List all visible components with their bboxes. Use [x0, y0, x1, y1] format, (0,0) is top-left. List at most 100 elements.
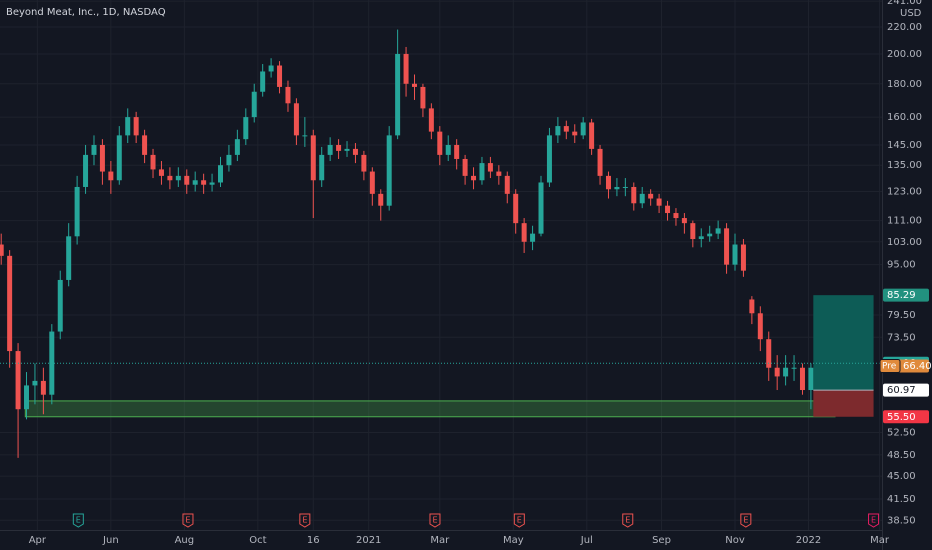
candle-body [715, 228, 721, 234]
candle-body [648, 193, 654, 199]
y-tick-label: 103.00 [887, 237, 922, 248]
candle-body [479, 163, 485, 181]
candle-body [563, 126, 569, 132]
earnings-marker: E [299, 513, 311, 528]
y-tick-label: 220.00 [887, 22, 922, 33]
earnings-label: E [185, 516, 190, 525]
premarket-tag-bg [879, 359, 901, 374]
candle-body [504, 175, 510, 194]
candle-body [411, 83, 417, 87]
candle-body [783, 367, 789, 377]
candle-body [108, 171, 114, 181]
candle-body [361, 154, 367, 172]
y-tick-label: 241.00 [887, 0, 922, 7]
premarket-tag: Pre [882, 362, 897, 372]
currency-label: USD [900, 8, 922, 19]
x-tick-label: Aug [175, 535, 195, 546]
earnings-marker: E [513, 513, 525, 528]
candle-body [766, 339, 772, 368]
candle-body [99, 144, 105, 172]
y-tick-label: 123.00 [887, 187, 922, 198]
chart-title: Beyond Meat, Inc., 1D, NASDAQ [6, 7, 166, 18]
candle-body [403, 53, 409, 84]
candle-body [40, 380, 46, 395]
candle-body [344, 148, 350, 151]
y-tick-label: 48.50 [887, 450, 916, 461]
earnings-icon [868, 513, 880, 528]
candle-body [724, 228, 730, 265]
earnings-label: E [743, 516, 748, 525]
earnings-icon [429, 513, 441, 528]
x-tick-label: Oct [249, 535, 266, 546]
candle-body [420, 86, 426, 109]
candle-body [226, 154, 232, 166]
candle-body [125, 117, 131, 136]
candle-body [243, 117, 249, 140]
candle-body [656, 198, 662, 206]
candle-body [192, 180, 198, 185]
y-tick-label: 79.50 [887, 310, 916, 321]
x-tick-label: May [503, 535, 524, 546]
profit-area [813, 295, 874, 391]
candle-body [310, 135, 316, 181]
candle-body [665, 205, 671, 214]
candle-body [336, 144, 342, 151]
entry-label-bg [883, 383, 929, 397]
x-tick-label: Nov [725, 535, 745, 546]
y-tick-label: 41.50 [887, 494, 916, 505]
candle-body [631, 186, 637, 204]
earnings-marker: E [429, 513, 441, 528]
x-tick-label: 2022 [796, 535, 821, 546]
candle-body [808, 367, 814, 391]
entry-label: 60.97 [887, 385, 916, 396]
earnings-label: E [517, 516, 522, 525]
earnings-label: E [302, 516, 307, 525]
y-tick-label: 145.00 [887, 140, 922, 151]
candle-body [251, 91, 257, 118]
y-tick-label: 200.00 [887, 49, 922, 60]
y-tick-label: 73.50 [887, 332, 916, 343]
candle-body [24, 385, 30, 410]
y-tick-label: 95.00 [887, 260, 916, 271]
candle-body [521, 223, 527, 242]
candle-body [639, 193, 645, 204]
candles [0, 29, 814, 458]
earnings-label: E [625, 516, 630, 525]
candle-body [749, 299, 755, 314]
candle-body [681, 218, 687, 224]
x-tick-label: 2021 [356, 535, 381, 546]
candle-body [57, 279, 63, 332]
candle-body [538, 182, 544, 234]
y-tick-label: 160.00 [887, 112, 922, 123]
stop-label: 55.50 [887, 412, 916, 423]
x-tick-label: Sep [652, 535, 671, 546]
candle-body [167, 175, 173, 181]
candle-body [673, 213, 679, 219]
candle-body [698, 236, 704, 240]
candle-body [597, 148, 603, 176]
target-label-bg [883, 288, 929, 302]
candle-body [91, 144, 97, 155]
earnings-marker: E [740, 513, 752, 528]
earnings-marker: E [72, 513, 84, 528]
candle-body [572, 131, 578, 136]
candle-body [260, 71, 266, 92]
candle-body [327, 144, 333, 155]
candle-body [707, 233, 713, 237]
candle-body [277, 65, 283, 87]
earnings-label: E [871, 516, 876, 525]
target-label: 85.29 [887, 290, 916, 301]
candle-body [133, 117, 139, 136]
candle-body [614, 186, 620, 190]
y-tick-label: 111.00 [887, 216, 922, 227]
candle-body [150, 154, 156, 170]
earnings-marker: E [622, 513, 634, 528]
candle-body [496, 171, 502, 176]
x-tick-label: 16 [307, 535, 320, 546]
earnings-icon [740, 513, 752, 528]
candle-body [378, 193, 384, 206]
candle-body [428, 108, 434, 132]
